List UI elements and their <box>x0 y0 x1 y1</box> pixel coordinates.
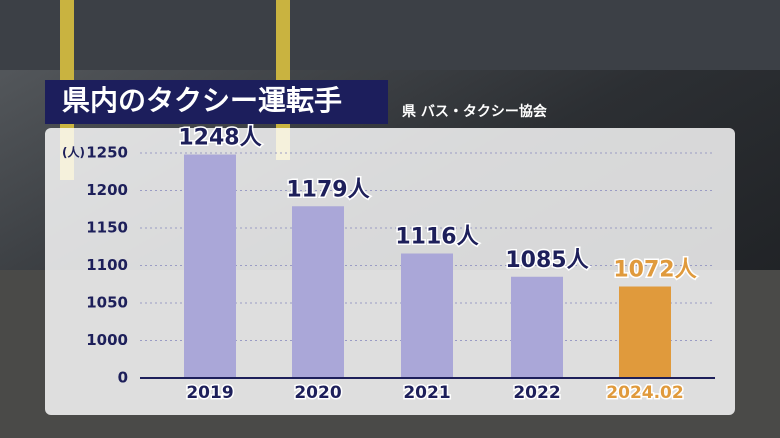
y-tick-label: 1100 <box>86 256 128 274</box>
canopy <box>0 0 780 70</box>
x-tick-label: 2020 <box>294 383 341 403</box>
y-axis-label: (人) <box>62 145 85 160</box>
x-tick-label: 2019 <box>186 383 233 403</box>
y-tick-label: 1000 <box>86 331 128 349</box>
title-box <box>45 80 388 124</box>
y-tick-label: 0 <box>118 369 128 387</box>
source: 県 バス・タクシー協会 <box>402 103 548 120</box>
bar <box>619 286 671 378</box>
bar <box>401 253 453 378</box>
value-label: 1085人 <box>505 248 588 273</box>
x-tick-label: 2024.02 <box>606 383 683 403</box>
chart-title: 県内のタクシー運転手 <box>62 84 342 117</box>
value-label: 1072人 <box>613 258 696 283</box>
bar <box>511 276 563 378</box>
value-label: 1248人 <box>178 126 261 151</box>
y-tick-label: 1150 <box>86 219 128 237</box>
y-tick-label: 1200 <box>86 181 128 199</box>
y-tick-label: 1050 <box>86 294 128 312</box>
bar <box>292 206 344 378</box>
value-label: 1116人 <box>395 225 478 250</box>
bar <box>184 154 236 378</box>
value-label: 1179人 <box>286 177 369 202</box>
x-tick-label: 2021 <box>403 383 450 403</box>
x-tick-label: 2022 <box>513 383 560 403</box>
y-tick-label: 1250 <box>86 144 128 162</box>
